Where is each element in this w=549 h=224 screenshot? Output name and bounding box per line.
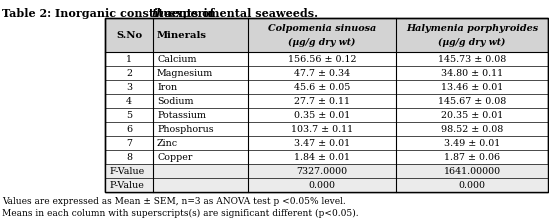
Text: 1641.00000: 1641.00000	[444, 166, 501, 175]
Text: Means in each column with superscripts(s) are significant different (p<0.05).: Means in each column with superscripts(s…	[2, 209, 358, 218]
Text: Minerals: Minerals	[157, 30, 207, 39]
Bar	[105, 18, 548, 192]
Text: Copper: Copper	[157, 153, 192, 162]
Text: 2: 2	[126, 69, 132, 78]
Text: Colpomenia sinuosa: Colpomenia sinuosa	[268, 24, 376, 33]
Text: 7327.0000: 7327.0000	[296, 166, 348, 175]
Text: Phosphorus: Phosphorus	[157, 125, 214, 134]
Text: 20.35 ± 0.01: 20.35 ± 0.01	[441, 110, 503, 119]
Text: 4: 4	[126, 97, 132, 106]
Text: 3.49 ± 0.01: 3.49 ± 0.01	[444, 138, 500, 147]
Text: (µg/g dry wt): (µg/g dry wt)	[288, 38, 356, 47]
Text: 3.47 ± 0.01: 3.47 ± 0.01	[294, 138, 350, 147]
Text: Calcium: Calcium	[157, 54, 197, 63]
Text: 1: 1	[126, 54, 132, 63]
Bar	[105, 164, 548, 178]
Text: Values are expressed as Mean ± SEM, n=3 as ANOVA test p <0.05% level.: Values are expressed as Mean ± SEM, n=3 …	[2, 197, 346, 206]
Text: Table 2: Inorganic constituents of: Table 2: Inorganic constituents of	[2, 8, 219, 19]
Text: Magnesium: Magnesium	[157, 69, 213, 78]
Text: 145.73 ± 0.08: 145.73 ± 0.08	[438, 54, 506, 63]
Text: experimental seaweeds.: experimental seaweeds.	[165, 8, 318, 19]
Text: Sodium: Sodium	[157, 97, 193, 106]
Text: 0.35 ± 0.01: 0.35 ± 0.01	[294, 110, 350, 119]
Text: 34.80 ± 0.11: 34.80 ± 0.11	[441, 69, 503, 78]
Text: 98.52 ± 0.08: 98.52 ± 0.08	[441, 125, 503, 134]
Text: 156.56 ± 0.12: 156.56 ± 0.12	[288, 54, 356, 63]
Text: 13.46 ± 0.01: 13.46 ± 0.01	[441, 82, 503, 91]
Text: 103.7 ± 0.11: 103.7 ± 0.11	[291, 125, 353, 134]
Text: 0.000: 0.000	[309, 181, 335, 190]
Text: 0.000: 0.000	[458, 181, 485, 190]
Text: (µg/g dry wt): (µg/g dry wt)	[438, 38, 506, 47]
Bar	[105, 178, 548, 192]
Text: 5: 5	[126, 110, 132, 119]
Text: 1.87 ± 0.06: 1.87 ± 0.06	[444, 153, 500, 162]
Text: Potassium: Potassium	[157, 110, 206, 119]
Text: 8: 8	[126, 153, 132, 162]
Text: F-Value: F-Value	[109, 166, 144, 175]
Text: 6: 6	[126, 125, 132, 134]
Text: Halymenia porphyroides: Halymenia porphyroides	[406, 24, 538, 33]
Text: 45.6 ± 0.05: 45.6 ± 0.05	[294, 82, 350, 91]
Text: 7: 7	[126, 138, 132, 147]
Text: the: the	[152, 8, 172, 19]
Text: Zinc: Zinc	[157, 138, 178, 147]
Text: P-Value: P-Value	[109, 181, 144, 190]
Text: Iron: Iron	[157, 82, 177, 91]
Text: 47.7 ± 0.34: 47.7 ± 0.34	[294, 69, 350, 78]
Text: 27.7 ± 0.11: 27.7 ± 0.11	[294, 97, 350, 106]
Text: 1.84 ± 0.01: 1.84 ± 0.01	[294, 153, 350, 162]
Text: 145.67 ± 0.08: 145.67 ± 0.08	[438, 97, 506, 106]
Bar	[105, 18, 548, 52]
Text: S.No: S.No	[116, 30, 142, 39]
Bar	[105, 18, 548, 192]
Text: 3: 3	[126, 82, 132, 91]
